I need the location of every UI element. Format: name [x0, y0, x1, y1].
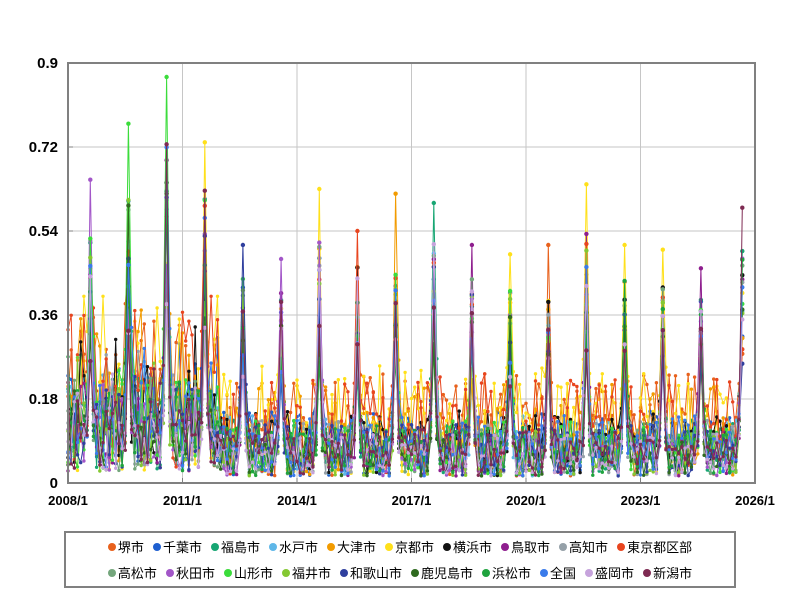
legend-label: 鹿児島市 — [421, 566, 474, 581]
plot-border — [67, 62, 756, 484]
legend-item-東京都区部: 東京都区部 — [617, 537, 692, 556]
x-tick-label: 2023/1 — [621, 493, 661, 508]
legend-marker-icon — [326, 542, 335, 551]
legend-item-秋田市: 秋田市 — [165, 563, 215, 582]
legend-marker-icon — [281, 568, 290, 577]
legend-item-堺市: 堺市 — [107, 537, 144, 556]
x-tick-label: 2014/1 — [277, 493, 317, 508]
legend-item-福井市: 福井市 — [281, 563, 331, 582]
x-tick-label: 2026/1 — [735, 493, 775, 508]
series-新潟市 — [66, 142, 745, 477]
legend-label: 盛岡市 — [595, 566, 635, 581]
legend-label: 新潟市 — [653, 566, 693, 581]
y-tick-label: 0.54 — [29, 223, 59, 240]
legend-label: 浜松市 — [492, 566, 532, 581]
legend-marker-icon — [540, 568, 549, 577]
legend-marker-icon — [152, 542, 161, 551]
legend-label: 福島市 — [220, 540, 260, 555]
legend-label: 山形市 — [233, 566, 273, 581]
legend-item-高松市: 高松市 — [107, 563, 157, 582]
legend-item-千葉市: 千葉市 — [152, 537, 202, 556]
legend-marker-icon — [617, 542, 626, 551]
legend-label: 大津市 — [336, 540, 376, 555]
legend-item-大津市: 大津市 — [326, 537, 376, 556]
legend-marker-icon — [482, 568, 491, 577]
legend-item-鳥取市: 鳥取市 — [501, 537, 550, 556]
legend-label: 堺市 — [117, 540, 144, 555]
legend-item-水戸市: 水戸市 — [268, 537, 318, 556]
legend-label: 鳥取市 — [511, 540, 551, 555]
legend-item-浜松市: 浜松市 — [482, 563, 531, 582]
legend-item-高知市: 高知市 — [559, 537, 608, 556]
legend-marker-icon — [559, 542, 568, 551]
y-tick-label: 0.18 — [29, 391, 58, 408]
y-tick-label: 0.72 — [29, 139, 58, 156]
legend-label: 京都市 — [395, 540, 435, 555]
legend-row: 高松市 秋田市 山形市 福井市 和歌山市 鹿児島市 浜松市 全国 盛岡市 新潟市 — [66, 560, 734, 586]
y-axis-labels: 0 0.18 0.36 0.54 0.72 0.9 — [29, 55, 59, 492]
legend-marker-icon — [443, 542, 452, 551]
legend-item-全国: 全国 — [540, 563, 576, 582]
x-axis-labels: 2008/1 2011/1 2014/1 2017/1 2020/1 2023/1 2026… — [48, 493, 775, 508]
legend-label: 全国 — [550, 566, 577, 581]
x-tick-label: 2017/1 — [392, 493, 432, 508]
legend-item-山形市: 山形市 — [223, 563, 273, 582]
y-tick-label: 0.36 — [29, 307, 58, 324]
legend-marker-icon — [210, 542, 219, 551]
legend-box: 堺市 千葉市 福島市 水戸市 大津市 京都市 横浜市 鳥取市 高知市 東京都区部高松市 秋田市 山形市… — [64, 531, 736, 588]
legend-marker-icon — [339, 568, 348, 577]
legend-marker-icon — [501, 542, 510, 551]
legend-item-京都市: 京都市 — [385, 537, 434, 556]
legend-label: 高松市 — [117, 566, 157, 581]
legend-marker-icon — [223, 568, 232, 577]
legend-label: 和歌山市 — [349, 566, 402, 581]
legend-marker-icon — [107, 542, 116, 551]
legend-label: 福井市 — [291, 566, 331, 581]
x-tick-label: 2008/1 — [48, 493, 88, 508]
legend-marker-icon — [585, 568, 594, 577]
series-markers — [66, 242, 745, 478]
legend-row: 堺市 千葉市 福島市 水戸市 大津市 京都市 横浜市 鳥取市 高知市 東京都区部 — [66, 534, 734, 560]
legend-item-福島市: 福島市 — [210, 537, 260, 556]
y-tick-label: 0 — [50, 475, 58, 492]
x-tick-label: 2011/1 — [163, 493, 202, 508]
legend-label: 秋田市 — [175, 566, 215, 581]
legend-marker-icon — [165, 568, 174, 577]
legend-marker-icon — [411, 568, 419, 577]
legend-label: 高知市 — [569, 540, 609, 555]
legend-marker-icon — [385, 542, 393, 551]
legend-marker-icon — [107, 568, 116, 577]
legend-label: 水戸市 — [278, 540, 318, 555]
legend-marker-icon — [268, 542, 277, 551]
series-markers — [66, 142, 745, 477]
legend-marker-icon — [643, 568, 652, 577]
legend-item-和歌山市: 和歌山市 — [339, 563, 402, 582]
legend-label: 千葉市 — [162, 540, 202, 555]
legend-item-横浜市: 横浜市 — [443, 537, 492, 556]
legend-label: 東京都区部 — [627, 540, 693, 555]
legend-label: 横浜市 — [453, 540, 493, 555]
y-tick-label: 0.9 — [37, 55, 58, 72]
legend-item-新潟市: 新潟市 — [643, 563, 692, 582]
legend-item-鹿児島市: 鹿児島市 — [411, 563, 473, 582]
series-group — [66, 74, 745, 478]
x-tick-label: 2020/1 — [506, 493, 546, 508]
legend-item-盛岡市: 盛岡市 — [585, 563, 634, 582]
series-盛岡市 — [66, 242, 745, 478]
